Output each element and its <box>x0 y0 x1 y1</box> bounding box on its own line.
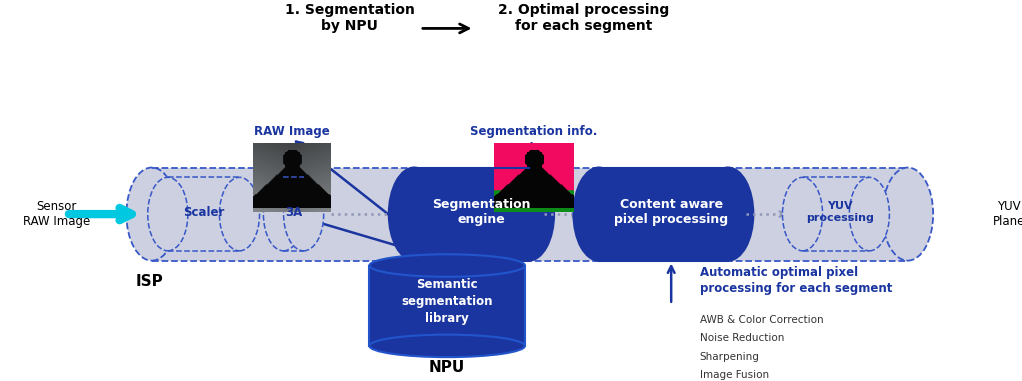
Bar <box>414 168 528 261</box>
Ellipse shape <box>283 177 324 251</box>
Ellipse shape <box>388 168 439 261</box>
Ellipse shape <box>882 168 933 261</box>
Ellipse shape <box>264 177 304 251</box>
Text: 2. Optimal processing
for each segment: 2. Optimal processing for each segment <box>498 3 668 33</box>
Text: Segmentation
engine: Segmentation engine <box>432 198 530 226</box>
Text: Scaler: Scaler <box>183 206 224 219</box>
Text: Sensor
RAW Image: Sensor RAW Image <box>22 200 90 228</box>
Ellipse shape <box>849 177 889 251</box>
Text: YUV
processing: YUV processing <box>806 201 874 223</box>
Text: 1. Segmentation
by NPU: 1. Segmentation by NPU <box>285 3 415 33</box>
Bar <box>151 168 908 261</box>
Text: YUV
Plane: YUV Plane <box>992 200 1022 228</box>
Text: NPU: NPU <box>429 360 465 375</box>
Text: RAW Image: RAW Image <box>253 125 329 138</box>
Text: ISP: ISP <box>136 274 164 289</box>
Text: Noise Reduction: Noise Reduction <box>700 333 784 343</box>
Ellipse shape <box>369 254 525 277</box>
Bar <box>369 266 525 346</box>
Text: Segmentation info.: Segmentation info. <box>470 125 597 138</box>
Ellipse shape <box>127 168 177 261</box>
Ellipse shape <box>702 168 753 261</box>
Text: AWB & Color Correction: AWB & Color Correction <box>700 315 824 325</box>
Ellipse shape <box>783 177 823 251</box>
Ellipse shape <box>503 168 554 261</box>
Text: Sharpening: Sharpening <box>700 352 759 362</box>
Ellipse shape <box>573 168 624 261</box>
Text: Automatic optimal pixel
processing for each segment: Automatic optimal pixel processing for e… <box>700 266 892 295</box>
Ellipse shape <box>148 177 188 251</box>
Bar <box>168 177 239 251</box>
Text: Image Fusion: Image Fusion <box>700 370 769 380</box>
Ellipse shape <box>369 335 525 357</box>
Bar <box>802 177 870 251</box>
Ellipse shape <box>220 177 260 251</box>
Text: Semantic
segmentation
library: Semantic segmentation library <box>402 278 493 325</box>
Bar <box>599 168 728 261</box>
Text: 3A: 3A <box>285 206 303 219</box>
Bar <box>283 177 304 251</box>
Text: Content aware
pixel processing: Content aware pixel processing <box>614 198 729 226</box>
